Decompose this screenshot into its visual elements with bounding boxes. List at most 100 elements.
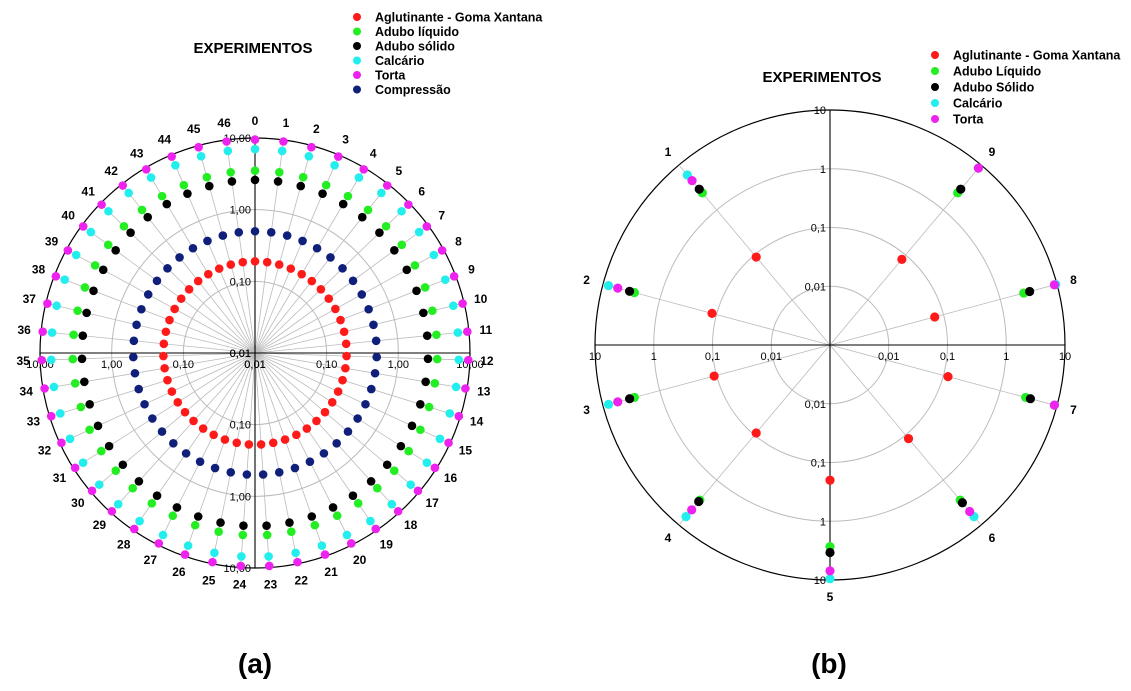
data-point [159, 351, 168, 361]
data-point [38, 327, 47, 336]
legend-label: Torta [375, 69, 406, 83]
data-point [330, 160, 339, 170]
angle-label: 10 [474, 292, 488, 306]
data-point [422, 331, 432, 340]
angle-label: 1 [665, 145, 672, 159]
radial-tick-label: 10,00 [456, 359, 484, 371]
angle-label: 27 [144, 553, 158, 567]
data-point [369, 320, 378, 330]
legend-marker [353, 85, 361, 94]
data-point [262, 521, 271, 530]
angle-label: 33 [27, 415, 41, 429]
data-point [825, 547, 835, 558]
data-point [463, 355, 473, 365]
data-point [305, 457, 315, 466]
data-point [404, 446, 413, 456]
data-point [135, 516, 144, 526]
data-point [307, 142, 316, 152]
data-point [173, 398, 183, 407]
data-point [85, 399, 94, 409]
angle-label: 9 [989, 145, 996, 159]
data-point [147, 499, 157, 508]
data-point [157, 427, 167, 436]
data-point [43, 299, 52, 308]
data-point [188, 243, 198, 253]
data-point [359, 165, 369, 174]
data-point [214, 264, 224, 273]
data-point [354, 173, 364, 182]
data-point [285, 518, 294, 527]
data-point [348, 276, 358, 286]
data-point [70, 463, 80, 473]
data-point [143, 212, 153, 222]
data-point [129, 336, 139, 346]
data-point [326, 253, 335, 262]
panel-b-label: (b) [811, 648, 847, 679]
data-point [320, 407, 330, 417]
data-point [49, 382, 59, 392]
data-point [297, 269, 307, 279]
data-point [287, 527, 296, 536]
data-point [126, 228, 135, 237]
data-point [336, 315, 345, 325]
radial-tick-label: 0,01 [230, 348, 251, 360]
chart-a-title: EXPERIMENTOS [194, 40, 313, 57]
data-point [244, 440, 254, 449]
angle-label: 16 [444, 471, 458, 485]
data-point [331, 304, 340, 314]
radial-tick-label: 0,10 [230, 276, 251, 288]
data-point [148, 414, 157, 423]
data-point [1025, 394, 1036, 404]
radial-tick-label: 1 [1003, 351, 1009, 363]
data-point [687, 175, 697, 186]
angle-label: 24 [233, 577, 247, 591]
data-point [167, 387, 177, 396]
data-point [63, 246, 73, 255]
data-point [160, 363, 169, 373]
data-point [184, 284, 194, 294]
data-point [353, 414, 362, 423]
data-point [202, 172, 212, 182]
angle-label: 35 [16, 354, 30, 368]
data-point [180, 550, 190, 559]
data-point [51, 272, 61, 281]
data-point [312, 243, 322, 253]
data-point [146, 173, 156, 182]
radial-tick-label: 1,00 [388, 359, 409, 371]
data-point [57, 438, 66, 448]
data-point [111, 246, 120, 255]
data-point [104, 206, 113, 216]
chart-a-axes [40, 138, 470, 568]
panel-a-label: (a) [238, 648, 272, 679]
data-point [421, 377, 430, 387]
data-point [341, 339, 351, 349]
data-point [78, 331, 88, 340]
radial-tick-label: 0,10 [316, 359, 337, 371]
data-point [357, 290, 367, 299]
data-point [613, 397, 623, 407]
data-point [334, 152, 343, 161]
data-point [113, 499, 123, 509]
data-point [277, 146, 287, 156]
radial-tick-label: 1 [651, 351, 657, 363]
data-point [55, 409, 65, 418]
data-point [137, 205, 147, 215]
data-point [76, 402, 86, 412]
radial-tick-label: 10 [814, 575, 826, 587]
data-point [282, 231, 292, 240]
radial-tick-label: 0,10 [230, 420, 251, 432]
data-point [97, 446, 106, 456]
data-point [78, 458, 88, 468]
angle-label: 8 [455, 235, 462, 249]
radial-tick-label: 1,00 [230, 205, 251, 217]
data-point [198, 424, 208, 433]
angle-label: 1 [283, 116, 290, 130]
data-point [707, 308, 717, 318]
data-point [343, 427, 353, 436]
data-point [825, 475, 835, 485]
data-point [432, 354, 442, 364]
data-point [214, 527, 223, 536]
data-point [451, 382, 461, 392]
data-point [222, 137, 231, 146]
